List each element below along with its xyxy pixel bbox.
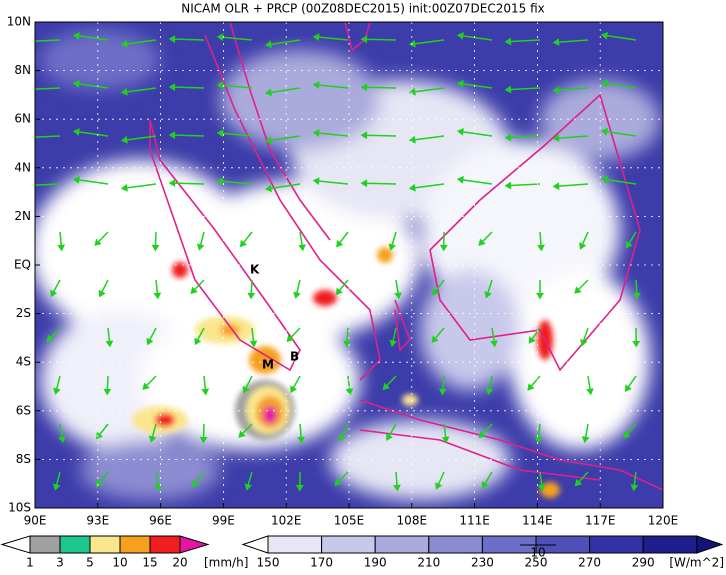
wind-arrow xyxy=(170,39,204,40)
lat-label: 2N xyxy=(14,209,31,223)
lon-label: 105E xyxy=(334,514,365,528)
colorbar-cell xyxy=(429,536,483,553)
lat-label: 4S xyxy=(16,355,31,369)
place-label: K xyxy=(250,263,260,277)
lon-label: 108E xyxy=(397,514,428,528)
wind-arrow xyxy=(362,183,396,184)
colorbar-cell xyxy=(243,536,268,553)
lon-label: 117E xyxy=(585,514,616,528)
map-title: NICAM OLR + PRCP (00Z08DEC2015) init:00Z… xyxy=(181,2,545,16)
colorbar-cell xyxy=(180,536,208,553)
colorbar-cell xyxy=(322,536,376,553)
arrow-head xyxy=(26,39,30,44)
colorbar-cell xyxy=(30,536,60,553)
lat-label: 8N xyxy=(14,63,31,77)
colorbar-label: 210 xyxy=(417,556,440,570)
colorbar-unit: [mm/h] xyxy=(204,556,248,570)
lon-label: 96E xyxy=(149,514,172,528)
lat-label: 6N xyxy=(14,112,31,126)
colorbar-label: 190 xyxy=(364,556,387,570)
colorbar-cell xyxy=(60,536,90,553)
wind-arrow xyxy=(170,135,204,136)
colorbar-label: 15 xyxy=(142,556,157,570)
lat-label: 6S xyxy=(16,403,31,417)
colorbar-label: 20 xyxy=(172,556,187,570)
lat-label: EQ xyxy=(14,258,31,272)
lat-label: 8S xyxy=(16,452,31,466)
colorbar-cell xyxy=(2,536,30,553)
lon-label: 99E xyxy=(212,514,235,528)
lon-label: 93E xyxy=(86,514,109,528)
colorbar-cell xyxy=(590,536,644,553)
arrow-head xyxy=(26,87,30,92)
colorbar-cell xyxy=(375,536,429,553)
wind-arrow xyxy=(170,87,204,88)
colorbar-label: 10 xyxy=(112,556,127,570)
lon-label: 102E xyxy=(271,514,302,528)
colorbar-label: 230 xyxy=(471,556,494,570)
colorbar-label: 1 xyxy=(26,556,34,570)
lat-label: 10N xyxy=(7,15,31,29)
place-label: M xyxy=(262,358,274,372)
lon-label: 114E xyxy=(522,514,553,528)
lon-label: 120E xyxy=(648,514,679,528)
colorbar-cell xyxy=(150,536,180,553)
vector-reference: 10 xyxy=(530,546,545,560)
colorbar-label: 150 xyxy=(257,556,280,570)
lat-label: 4N xyxy=(14,160,31,174)
map-plot xyxy=(26,22,663,508)
colorbar-cell xyxy=(643,536,697,553)
place-label: B xyxy=(290,350,299,364)
colorbar-cell xyxy=(90,536,120,553)
wind-arrow xyxy=(362,39,396,40)
precip-colorbar: 1 3 5 10 15 20 [mm/h] xyxy=(2,536,248,570)
lon-label: 90E xyxy=(24,514,47,528)
lat-label: 2S xyxy=(16,306,31,320)
colorbar-label: 170 xyxy=(310,556,333,570)
wind-arrow xyxy=(362,135,396,136)
colorbar-cell xyxy=(268,536,322,553)
arrow-head xyxy=(26,183,30,188)
colorbar-label: 270 xyxy=(578,556,601,570)
wind-arrow xyxy=(362,87,396,88)
colorbar-label: 3 xyxy=(56,556,64,570)
colorbar-unit: [W/m^2] xyxy=(669,556,724,570)
wind-arrow xyxy=(170,183,204,184)
lon-label: 111E xyxy=(459,514,490,528)
colorbar-label: 5 xyxy=(86,556,94,570)
arrow-head xyxy=(26,135,30,140)
lat-label: 10S xyxy=(8,501,31,515)
colorbar-cell xyxy=(697,536,722,553)
colorbar-label: 290 xyxy=(632,556,655,570)
colorbar-cell xyxy=(120,536,150,553)
